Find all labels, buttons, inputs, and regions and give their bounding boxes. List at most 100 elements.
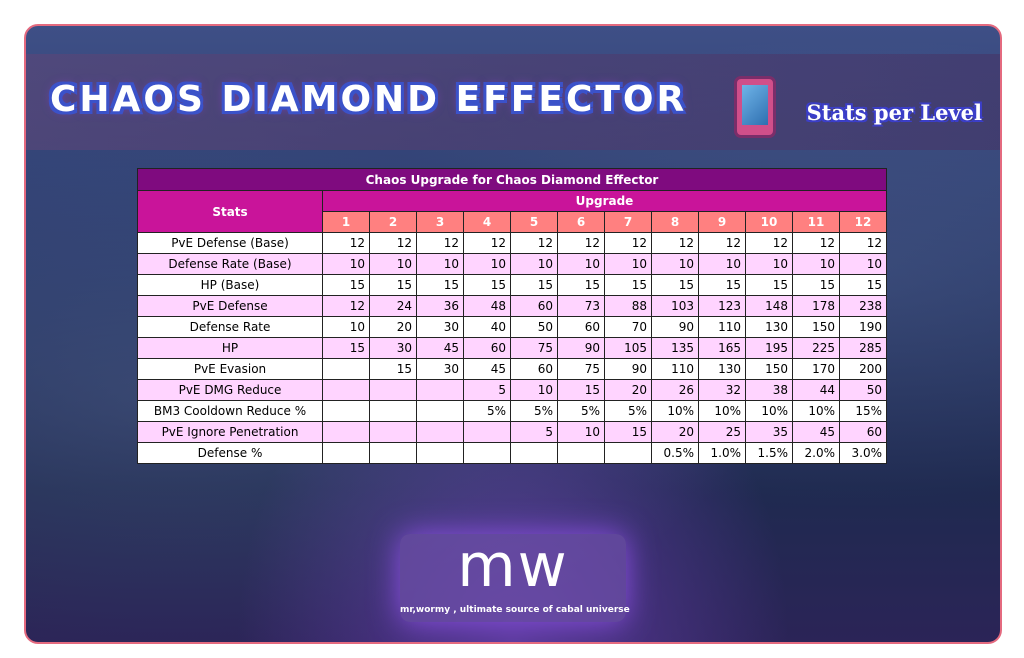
stat-value: 48 — [463, 295, 511, 317]
title-banner: CHAOS DIAMOND EFFECTOR Stats per Level — [26, 54, 1000, 150]
stat-value: 1.0% — [698, 442, 746, 464]
stat-value: 170 — [792, 358, 840, 380]
stat-value: 10% — [745, 400, 793, 422]
stat-value: 238 — [839, 295, 887, 317]
level-header: 12 — [839, 211, 887, 233]
table-row: HP (Base) 15 15 15 15 15 15 15 15 15 15 15 15 — [137, 274, 887, 296]
stat-value: 165 — [698, 337, 746, 359]
logo-tagline: mr,wormy , ultimate source of cabal univ… — [400, 605, 630, 615]
stat-value: 15 — [322, 274, 370, 296]
stat-value: 36 — [416, 295, 464, 317]
stat-value: 20 — [651, 421, 699, 443]
level-header: 5 — [510, 211, 558, 233]
stat-value: 30 — [416, 358, 464, 380]
stat-value: 10 — [510, 379, 558, 401]
level-header: 10 — [745, 211, 793, 233]
stat-value: 1.5% — [745, 442, 793, 464]
stat-value: 15 — [698, 274, 746, 296]
stat-value: 130 — [745, 316, 793, 338]
stat-value: 12 — [745, 232, 793, 254]
table-row: PvE Defense 12 24 36 48 60 73 88 103 123 148 178 238 — [137, 295, 887, 317]
table-row: BM3 Cooldown Reduce % 5% 5% 5% 5% 10% 10% 10% 10… — [137, 400, 887, 422]
stat-name: PvE Defense — [137, 295, 323, 317]
stat-value: 90 — [651, 316, 699, 338]
stat-value — [369, 400, 417, 422]
stat-value: 45 — [416, 337, 464, 359]
stat-value: 35 — [745, 421, 793, 443]
stat-value: 10% — [792, 400, 840, 422]
stat-value: 15 — [792, 274, 840, 296]
stat-value: 15 — [369, 274, 417, 296]
page-subtitle: Stats per Level — [806, 100, 982, 125]
stat-value — [322, 400, 370, 422]
table-caption: Chaos Upgrade for Chaos Diamond Effector — [137, 168, 887, 191]
stat-value: 15 — [416, 274, 464, 296]
stats-table: Chaos Upgrade for Chaos Diamond Effector… — [137, 168, 887, 464]
stat-value: 150 — [792, 316, 840, 338]
stat-value — [416, 421, 464, 443]
stat-value: 5% — [557, 400, 605, 422]
stat-value: 60 — [463, 337, 511, 359]
stat-value: 90 — [557, 337, 605, 359]
stat-name: PvE DMG Reduce — [137, 379, 323, 401]
table-row: Defense Rate 10 20 30 40 50 60 70 90 110 130 150 190 — [137, 316, 887, 338]
stat-value: 10 — [604, 253, 652, 275]
stat-value: 15 — [557, 274, 605, 296]
stat-value: 60 — [839, 421, 887, 443]
stat-value: 10 — [322, 316, 370, 338]
stat-value: 150 — [745, 358, 793, 380]
stat-value: 15 — [604, 421, 652, 443]
mw-logo: mw mr,wormy , ultimate source of cabal u… — [400, 534, 630, 622]
stat-value: 148 — [745, 295, 793, 317]
page-title: CHAOS DIAMOND EFFECTOR — [50, 79, 688, 120]
stat-value: 15 — [604, 274, 652, 296]
level-header: 1 — [322, 211, 370, 233]
stat-value: 110 — [651, 358, 699, 380]
stat-value: 45 — [463, 358, 511, 380]
stat-value: 15 — [322, 337, 370, 359]
stat-value: 15 — [745, 274, 793, 296]
stat-value: 12 — [839, 232, 887, 254]
stat-value: 15 — [369, 358, 417, 380]
stats-header: Stats — [137, 190, 323, 233]
stat-value: 103 — [651, 295, 699, 317]
stat-value: 5% — [510, 400, 558, 422]
stat-value: 15 — [839, 274, 887, 296]
level-header: 4 — [463, 211, 511, 233]
table-row: Defense % 0.5% 1.0% 1.5% 2.0% 3.0% — [137, 442, 887, 464]
stat-value: 10 — [745, 253, 793, 275]
stat-value: 44 — [792, 379, 840, 401]
table-row: Defense Rate (Base) 10 10 10 10 10 10 10 10 10 10 1… — [137, 253, 887, 275]
stat-name: PvE Ignore Penetration — [137, 421, 323, 443]
stat-value — [369, 442, 417, 464]
stat-value: 10% — [651, 400, 699, 422]
stat-value: 15 — [557, 379, 605, 401]
stat-value: 50 — [510, 316, 558, 338]
table-row: PvE DMG Reduce 5 10 15 20 26 32 38 44 50 — [137, 379, 887, 401]
stat-value: 15 — [651, 274, 699, 296]
stat-value — [463, 421, 511, 443]
stat-value: 190 — [839, 316, 887, 338]
stat-value: 10 — [510, 253, 558, 275]
stat-value: 12 — [557, 232, 605, 254]
table-row: PvE Ignore Penetration 5 10 15 20 25 35 45 60 — [137, 421, 887, 443]
stat-name: Defense Rate (Base) — [137, 253, 323, 275]
mobile-phone-icon — [734, 76, 776, 138]
stat-value: 88 — [604, 295, 652, 317]
stat-value: 15 — [510, 274, 558, 296]
stat-value: 30 — [369, 337, 417, 359]
stat-value: 285 — [839, 337, 887, 359]
stat-value: 75 — [557, 358, 605, 380]
stat-name: BM3 Cooldown Reduce % — [137, 400, 323, 422]
stat-value: 60 — [510, 295, 558, 317]
stat-value: 25 — [698, 421, 746, 443]
stat-value: 3.0% — [839, 442, 887, 464]
level-header: 3 — [416, 211, 464, 233]
stat-value: 12 — [510, 232, 558, 254]
stat-value — [322, 358, 370, 380]
stat-value: 178 — [792, 295, 840, 317]
stat-name: HP — [137, 337, 323, 359]
stat-value: 50 — [839, 379, 887, 401]
stat-value: 70 — [604, 316, 652, 338]
level-header: 8 — [651, 211, 699, 233]
